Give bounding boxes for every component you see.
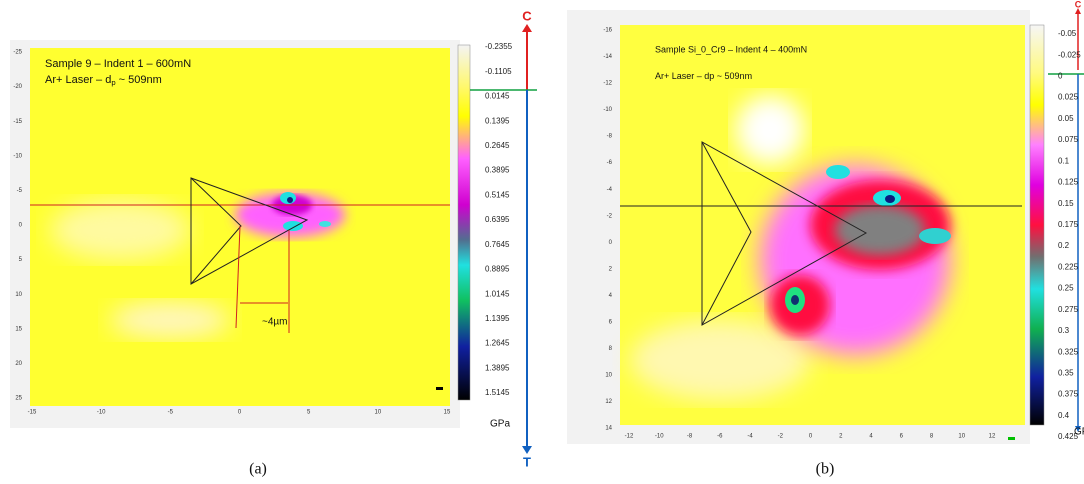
colorbar-label: 0.05	[1058, 114, 1074, 123]
colorbar-label: -0.1105	[485, 67, 512, 76]
colorbar-label: 0.3895	[485, 166, 510, 175]
colorbar-label: 0.5145	[485, 190, 510, 199]
x-tick-label: -8	[687, 434, 693, 440]
y-tick-label: -4	[607, 187, 613, 193]
y-tick-label: 10	[15, 292, 22, 298]
colorbar-label: 0.125	[1058, 178, 1079, 187]
y-tick-label: 25	[15, 396, 22, 402]
colorbar-label: 0.1	[1058, 156, 1070, 165]
y-tick-label: -14	[603, 54, 612, 60]
colorbar-label: 0.175	[1058, 220, 1079, 229]
panel-title: Sample Si_0_Cr9 – Indent 4 – 400mN	[655, 44, 807, 54]
x-tick-label: -4	[747, 434, 753, 440]
x-tick-label: -5	[168, 410, 174, 416]
figure: Sample 9 – Indent 1 – 600mN Ar+ Laser – d…	[0, 0, 1084, 484]
y-tick-label: -10	[603, 107, 612, 113]
colorbar-label: 0.25	[1058, 284, 1074, 293]
x-tick-label: -15	[28, 410, 37, 416]
y-tick-label: 20	[15, 361, 22, 367]
laser-info: Ar+ Laser – dp ~ 509nm	[655, 71, 752, 81]
panel-title: Sample 9 – Indent 1 – 600mN	[45, 58, 191, 70]
colorbar-label: 0.8895	[485, 265, 510, 274]
x-tick-label: 15	[444, 410, 451, 416]
x-tick-label: -12	[625, 434, 634, 440]
colorbar-label: -0.025	[1058, 50, 1081, 59]
colorbar-label: 1.1395	[485, 314, 510, 323]
y-tick-label: -25	[13, 50, 22, 56]
compression-label: C	[522, 8, 532, 23]
y-tick-label: 10	[605, 373, 612, 379]
panel-caption: (a)	[249, 461, 267, 478]
laser-info: Ar+ Laser – dp ~ 509nm	[45, 74, 162, 87]
x-tick-label: -10	[97, 410, 106, 416]
x-tick-label: -2	[778, 434, 784, 440]
colorbar-label: -0.2355	[485, 42, 513, 51]
x-tick-label: -6	[717, 434, 723, 440]
unit-label: GPa	[1074, 427, 1084, 438]
colorbar-label: 0.3	[1058, 326, 1070, 335]
colorbar-label: 0.15	[1058, 199, 1074, 208]
y-tick-label: -12	[603, 81, 612, 87]
colorbar-label: 0.075	[1058, 135, 1079, 144]
colorbar-label: 0.1395	[485, 116, 510, 125]
y-tick-label: -15	[13, 119, 22, 125]
colorbar-label: 0.2645	[485, 141, 510, 150]
colorbar-label: 0.7645	[485, 240, 510, 249]
size-annotation: ~4µm	[262, 317, 288, 328]
colorbar-label: 0.4	[1058, 411, 1070, 420]
colorbar-label: 0.025	[1058, 93, 1079, 102]
y-tick-label: -16	[603, 28, 612, 34]
tension-label: T	[523, 454, 531, 469]
y-tick-label: -8	[607, 134, 613, 140]
x-tick-label: 10	[374, 410, 381, 416]
colorbar-label: 0.35	[1058, 368, 1074, 377]
colorbar-label: 0.225	[1058, 262, 1079, 271]
y-tick-label: -6	[607, 160, 613, 166]
y-tick-label: -10	[13, 153, 22, 159]
colorbar-label: 0	[1058, 72, 1063, 81]
y-tick-label: 15	[15, 326, 22, 332]
colorbar-label: 0.275	[1058, 305, 1079, 314]
colorbar-label: 0.325	[1058, 347, 1079, 356]
colorbar-label: 1.5145	[485, 388, 510, 397]
y-tick-label: -2	[607, 213, 613, 219]
colorbar-label: 1.0145	[485, 289, 510, 298]
x-tick-label: 10	[958, 434, 965, 440]
colorbar-label: 0.0145	[485, 92, 510, 101]
laser-suffix: ~ 509nm	[116, 74, 162, 86]
x-tick-label: 12	[989, 434, 996, 440]
colorbar-label: 0.6395	[485, 215, 510, 224]
colorbar-label: -0.05	[1058, 29, 1077, 38]
colorbar-label: 1.2645	[485, 339, 510, 348]
y-tick-label: -5	[17, 188, 23, 194]
y-tick-label: -20	[13, 84, 22, 90]
map-b	[567, 10, 1044, 444]
laser-prefix: Ar+ Laser – d	[45, 74, 111, 86]
x-tick-label: -10	[655, 434, 664, 440]
compression-label: C	[1075, 0, 1082, 9]
map-a	[10, 40, 470, 428]
colorbar-label: 0.375	[1058, 390, 1079, 399]
panel-caption: (b)	[816, 461, 835, 478]
y-tick-label: 14	[605, 426, 612, 432]
laser-prefix: Ar+ Laser – dp ~ 509nm	[655, 71, 752, 81]
colorbar-label: 1.3895	[485, 363, 510, 372]
unit-label: GPa	[490, 419, 510, 430]
colorbar-label: 0.2	[1058, 241, 1070, 250]
y-tick-label: 12	[605, 399, 612, 405]
